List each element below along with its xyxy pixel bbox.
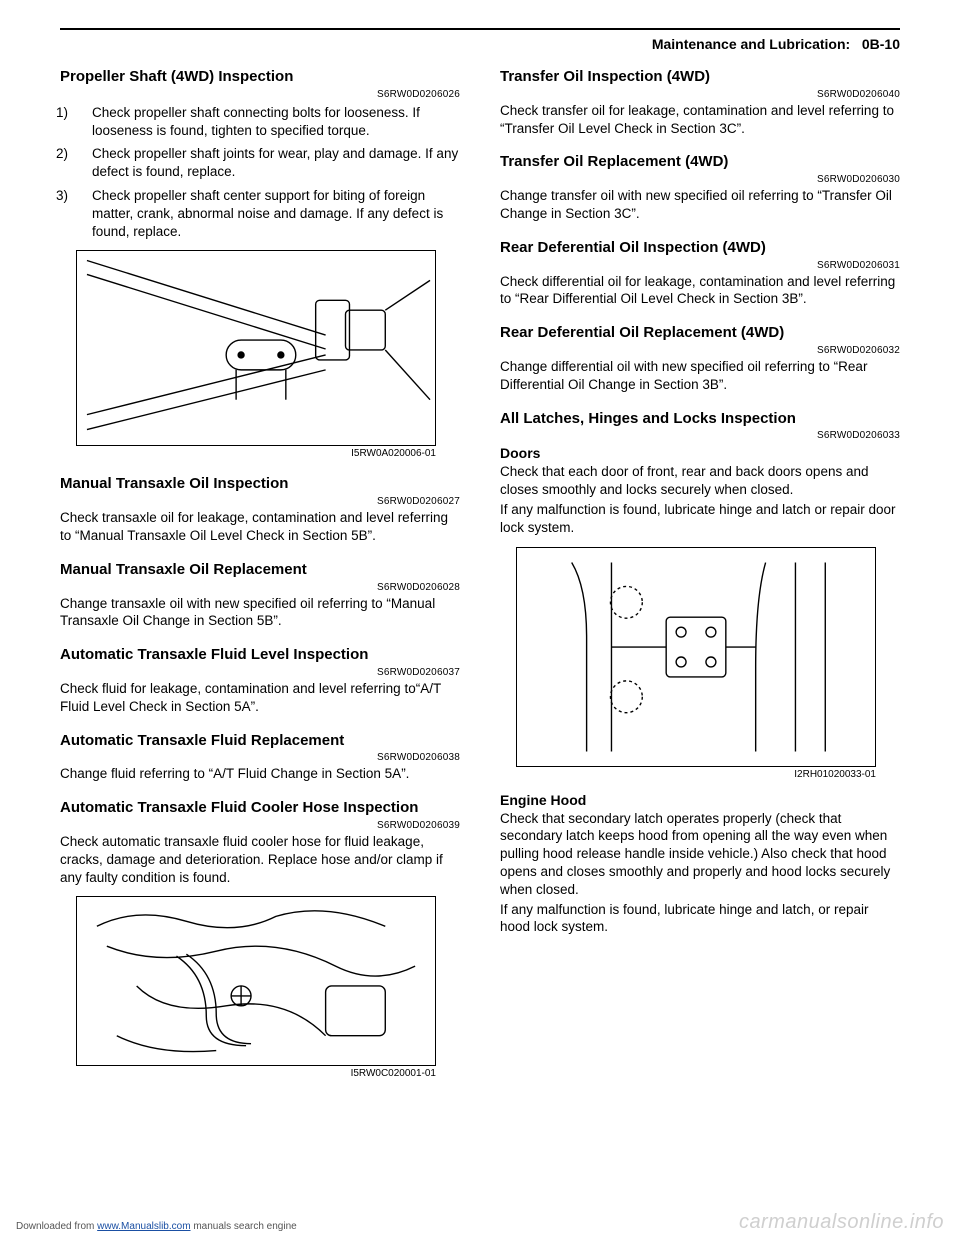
title-mtoi: Manual Transaxle Oil Inspection (60, 475, 460, 494)
body-atfch: Check automatic transaxle fluid cooler h… (60, 833, 460, 886)
body-rdor: Change differential oil with new specifi… (500, 358, 900, 394)
top-rule (60, 28, 900, 30)
body-atfl: Check fluid for leakage, contamination a… (60, 680, 460, 716)
header-section: Maintenance and Lubrication: (652, 36, 850, 52)
section-rdoi: Rear Deferential Oil Inspection (4WD) S6… (500, 239, 900, 308)
footer-prefix: Downloaded from (16, 1221, 97, 1232)
doors-body2: If any malfunction is found, lubricate h… (500, 501, 900, 537)
body-atfr: Change fluid referring to “A/T Fluid Cha… (60, 765, 460, 783)
title-tor: Transfer Oil Replacement (4WD) (500, 153, 900, 172)
code-mtoi: S6RW0D0206027 (60, 496, 460, 507)
propeller-step-2: 2)Check propeller shaft joints for wear,… (74, 145, 460, 181)
sub-hood: Engine Hood (500, 792, 900, 808)
figbox-atfch (76, 896, 436, 1066)
body-toi: Check transfer oil for leakage, contamin… (500, 102, 900, 138)
watermark: carmanualsonline.info (739, 1211, 944, 1234)
code-latches: S6RW0D0206033 (500, 430, 900, 441)
title-latches: All Latches, Hinges and Locks Inspection (500, 410, 900, 429)
figcap-atfch: I5RW0C020001-01 (76, 1068, 436, 1079)
figbox-propeller (76, 250, 436, 446)
page: Maintenance and Lubrication: 0B-10 Prope… (0, 0, 960, 1242)
footer-link[interactable]: www.Manualslib.com (97, 1221, 190, 1232)
code-toi: S6RW0D0206040 (500, 89, 900, 100)
footer-suffix: manuals search engine (193, 1221, 296, 1232)
fig-latches: I2RH01020033-01 (516, 547, 900, 780)
title-rdor: Rear Deferential Oil Replacement (4WD) (500, 324, 900, 343)
code-tor: S6RW0D0206030 (500, 174, 900, 185)
section-rdor: Rear Deferential Oil Replacement (4WD) S… (500, 324, 900, 393)
section-atfch: Automatic Transaxle Fluid Cooler Hose In… (60, 799, 460, 1079)
code-atfch: S6RW0D0206039 (60, 820, 460, 831)
figcap-propeller: I5RW0A020006-01 (76, 448, 436, 459)
section-latches: All Latches, Hinges and Locks Inspection… (500, 410, 900, 937)
fig-propeller: I5RW0A020006-01 (76, 250, 460, 459)
figcap-latches: I2RH01020033-01 (516, 769, 876, 780)
title-mtor: Manual Transaxle Oil Replacement (60, 561, 460, 580)
code-propeller: S6RW0D0206026 (60, 89, 460, 100)
body-rdoi: Check differential oil for leakage, cont… (500, 273, 900, 309)
code-atfr: S6RW0D0206038 (60, 752, 460, 763)
propeller-step-3-text: Check propeller shaft center support for… (92, 188, 443, 239)
page-header: Maintenance and Lubrication: 0B-10 (60, 36, 900, 52)
section-atfr: Automatic Transaxle Fluid Replacement S6… (60, 732, 460, 784)
code-atfl: S6RW0D0206037 (60, 667, 460, 678)
code-rdoi: S6RW0D0206031 (500, 260, 900, 271)
figbox-latches (516, 547, 876, 767)
section-tor: Transfer Oil Replacement (4WD) S6RW0D020… (500, 153, 900, 222)
body-tor: Change transfer oil with new specified o… (500, 187, 900, 223)
title-atfr: Automatic Transaxle Fluid Replacement (60, 732, 460, 751)
code-rdor: S6RW0D0206032 (500, 345, 900, 356)
body-mtoi: Check transaxle oil for leakage, contami… (60, 509, 460, 545)
hood-body1: Check that secondary latch operates prop… (500, 810, 900, 899)
propeller-step-1-text: Check propeller shaft connecting bolts f… (92, 105, 420, 138)
title-propeller: Propeller Shaft (4WD) Inspection (60, 68, 460, 87)
section-atfl: Automatic Transaxle Fluid Level Inspecti… (60, 646, 460, 715)
title-atfl: Automatic Transaxle Fluid Level Inspecti… (60, 646, 460, 665)
section-mtoi: Manual Transaxle Oil Inspection S6RW0D02… (60, 475, 460, 544)
section-mtor: Manual Transaxle Oil Replacement S6RW0D0… (60, 561, 460, 630)
left-column: Propeller Shaft (4WD) Inspection S6RW0D0… (60, 68, 460, 1095)
fig-atfch: I5RW0C020001-01 (76, 896, 460, 1079)
title-rdoi: Rear Deferential Oil Inspection (4WD) (500, 239, 900, 258)
title-toi: Transfer Oil Inspection (4WD) (500, 68, 900, 87)
title-atfch: Automatic Transaxle Fluid Cooler Hose In… (60, 799, 460, 818)
propeller-step-1: 1)Check propeller shaft connecting bolts… (74, 104, 460, 140)
footer: Downloaded from www.Manualslib.com manua… (16, 1221, 297, 1232)
code-mtor: S6RW0D0206028 (60, 582, 460, 593)
columns: Propeller Shaft (4WD) Inspection S6RW0D0… (60, 68, 900, 1095)
section-toi: Transfer Oil Inspection (4WD) S6RW0D0206… (500, 68, 900, 137)
body-mtor: Change transaxle oil with new specified … (60, 595, 460, 631)
section-propeller: Propeller Shaft (4WD) Inspection S6RW0D0… (60, 68, 460, 459)
propeller-step-3: 3)Check propeller shaft center support f… (74, 187, 460, 240)
hood-body2: If any malfunction is found, lubricate h… (500, 901, 900, 937)
header-pageno: 0B-10 (862, 36, 900, 52)
sub-doors: Doors (500, 445, 900, 461)
propeller-step-2-text: Check propeller shaft joints for wear, p… (92, 146, 458, 179)
doors-body1: Check that each door of front, rear and … (500, 463, 900, 499)
propeller-steps: 1)Check propeller shaft connecting bolts… (60, 104, 460, 241)
right-column: Transfer Oil Inspection (4WD) S6RW0D0206… (500, 68, 900, 1095)
